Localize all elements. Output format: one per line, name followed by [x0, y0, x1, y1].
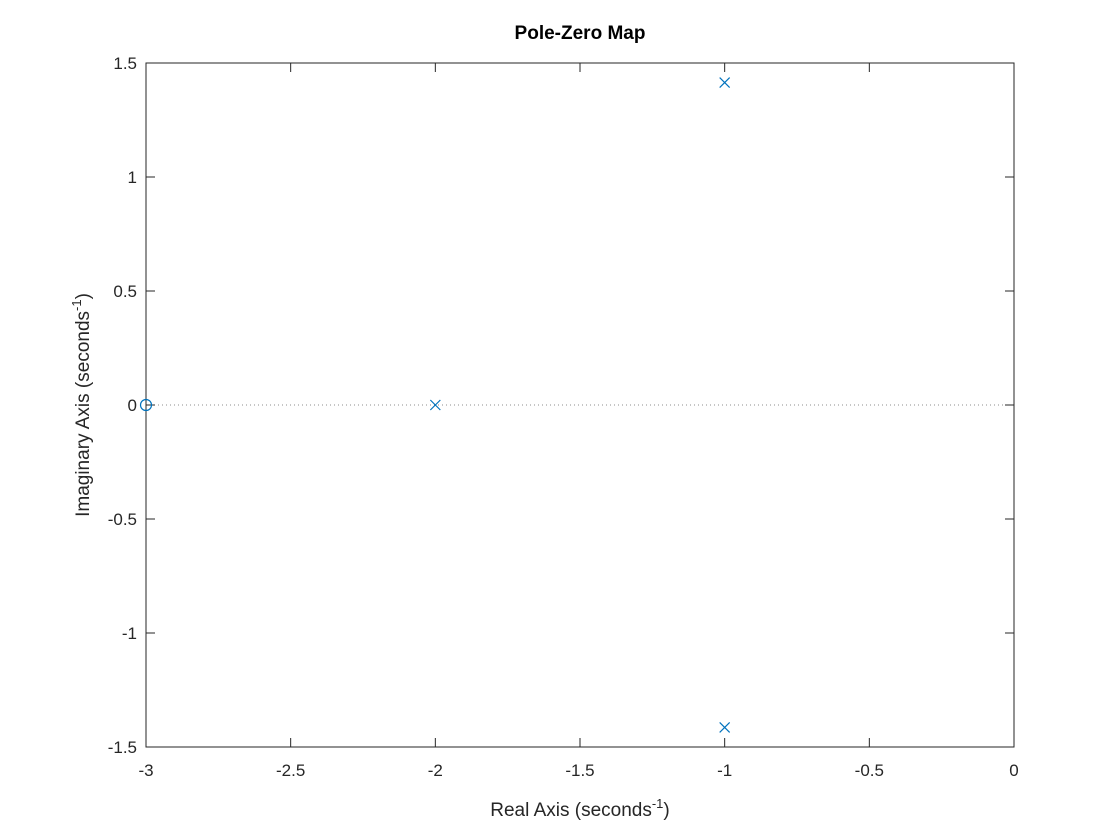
y-tick-label: 1.5 [113, 54, 137, 73]
x-tick-label: -0.5 [855, 761, 884, 780]
x-tick-label: 0 [1009, 761, 1018, 780]
pole-marker [429, 399, 441, 411]
x-tick-label: -2.5 [276, 761, 305, 780]
x-tick-label: -3 [138, 761, 153, 780]
y-tick-label: -1 [122, 624, 137, 643]
zero-marker [139, 398, 153, 412]
y-tick-label: 0.5 [113, 282, 137, 301]
x-tick-label: -1.5 [565, 761, 594, 780]
y-tick-label: -0.5 [108, 510, 137, 529]
pole-marker [719, 77, 731, 89]
plot-box [145, 62, 1015, 748]
x-tick-label: -2 [428, 761, 443, 780]
y-tick-label: 0 [128, 396, 137, 415]
y-tick-label: -1.5 [108, 738, 137, 757]
x-tick-label: -1 [717, 761, 732, 780]
pole-marker [719, 721, 731, 733]
chart-title: Pole-Zero Map [515, 23, 646, 44]
y-axis-label: Imaginary Axis (seconds-1) [69, 293, 94, 517]
y-tick-label: 1 [128, 168, 137, 187]
x-axis-label: Real Axis (seconds-1) [490, 796, 669, 821]
plot-area: -3 -2.5 -2 -1.5 -1 -0.5 0 -1.5 -1 -0.5 0 0.5 1 1.5 [108, 54, 1019, 780]
